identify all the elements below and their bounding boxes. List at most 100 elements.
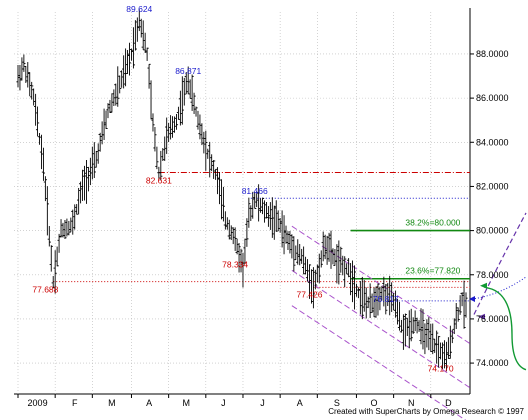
price-bar xyxy=(442,340,447,369)
x-tick-label: N xyxy=(408,398,415,408)
price-annotations: 89.624 86.871 82.631 81.466 78.334 77.688 77.4… xyxy=(32,4,460,373)
price-bar xyxy=(28,72,32,97)
price-bar xyxy=(274,200,278,232)
price-bar xyxy=(123,48,128,87)
price-bar xyxy=(110,93,114,113)
price-bar xyxy=(450,329,454,344)
price-bar xyxy=(337,240,341,285)
price-bar xyxy=(444,341,449,372)
price-bar xyxy=(364,287,368,319)
price-bar xyxy=(161,148,165,161)
price-bar xyxy=(229,225,233,241)
price-bar xyxy=(79,181,83,204)
price-annotation: 77.688 xyxy=(32,285,58,295)
price-bar xyxy=(415,317,419,334)
price-bar xyxy=(366,296,370,309)
price-bar xyxy=(464,292,468,318)
price-bar xyxy=(98,132,102,152)
price-bar xyxy=(116,66,120,107)
price-bar xyxy=(45,186,49,236)
price-bar xyxy=(77,187,81,215)
price-bar xyxy=(168,115,173,140)
price-bar xyxy=(153,127,157,152)
x-tick-label: A xyxy=(146,398,152,408)
price-bar xyxy=(141,20,145,51)
price-bar xyxy=(92,142,96,179)
price-annotation: 77.426 xyxy=(296,289,322,299)
price-bar xyxy=(114,83,118,106)
price-bar xyxy=(347,258,351,278)
price-bar xyxy=(421,309,425,350)
price-bar xyxy=(356,287,361,299)
price-bar xyxy=(284,225,288,244)
price-bar xyxy=(163,136,167,161)
price-bar xyxy=(264,201,269,219)
y-tick-label: 88.0000 xyxy=(476,49,509,59)
price-bar xyxy=(303,256,308,275)
y-tick-label: 84.0000 xyxy=(476,137,509,147)
price-bar xyxy=(47,226,51,247)
price-bar xyxy=(376,283,380,316)
price-bar xyxy=(378,286,382,311)
price-bar xyxy=(358,280,362,315)
price-bar xyxy=(429,323,433,353)
price-bar xyxy=(315,264,319,283)
price-bar xyxy=(80,169,85,201)
price-bar xyxy=(71,209,75,235)
price-bar xyxy=(280,210,284,248)
price-bar xyxy=(247,197,251,228)
price-bar xyxy=(82,165,87,201)
projection-arrows xyxy=(469,212,527,371)
price-bar xyxy=(462,280,466,329)
price-bar xyxy=(204,130,208,171)
price-bar xyxy=(108,99,112,113)
arrow-head xyxy=(480,282,487,289)
price-bar xyxy=(127,42,132,76)
price-bar xyxy=(272,205,276,240)
price-bar xyxy=(94,150,98,168)
price-bar xyxy=(241,252,245,288)
price-bar xyxy=(331,248,335,265)
y-tick-label: 78.0000 xyxy=(476,270,509,280)
price-bar xyxy=(313,269,317,290)
price-bar xyxy=(458,295,462,315)
x-tick-label: O xyxy=(371,398,378,408)
price-bar xyxy=(425,319,429,348)
price-bar xyxy=(352,265,357,310)
price-bar xyxy=(55,246,59,267)
price-bar xyxy=(208,141,212,178)
price-bar xyxy=(176,106,181,120)
price-bar xyxy=(180,76,184,125)
price-bar xyxy=(374,286,378,318)
price-bar xyxy=(345,263,349,275)
price-bar xyxy=(231,227,235,245)
price-bar xyxy=(170,116,175,138)
price-bar xyxy=(384,284,388,315)
price-bar xyxy=(26,62,30,88)
price-bar xyxy=(223,211,227,230)
price-bar xyxy=(300,248,304,264)
price-bar xyxy=(401,314,405,350)
price-bar xyxy=(270,197,274,238)
price-bar xyxy=(382,276,386,307)
price-bar xyxy=(386,282,390,306)
price-bar xyxy=(372,287,376,318)
price-bar xyxy=(178,90,182,126)
price-bar xyxy=(399,319,404,333)
price-bar xyxy=(112,89,116,107)
x-tick-label: J xyxy=(260,398,265,408)
price-bar xyxy=(88,157,92,186)
price-bar xyxy=(325,235,329,265)
price-bar xyxy=(90,146,94,180)
price-bar xyxy=(309,269,314,304)
price-bar xyxy=(286,231,290,251)
price-bar xyxy=(409,308,413,342)
y-tick-label: 80.0000 xyxy=(476,226,509,236)
price-bar xyxy=(135,17,139,42)
price-bar xyxy=(75,204,79,215)
price-bar xyxy=(413,310,417,332)
price-bar xyxy=(30,81,34,100)
price-bar xyxy=(243,238,247,265)
price-bar xyxy=(282,215,286,255)
x-tick-label: A xyxy=(297,398,303,408)
